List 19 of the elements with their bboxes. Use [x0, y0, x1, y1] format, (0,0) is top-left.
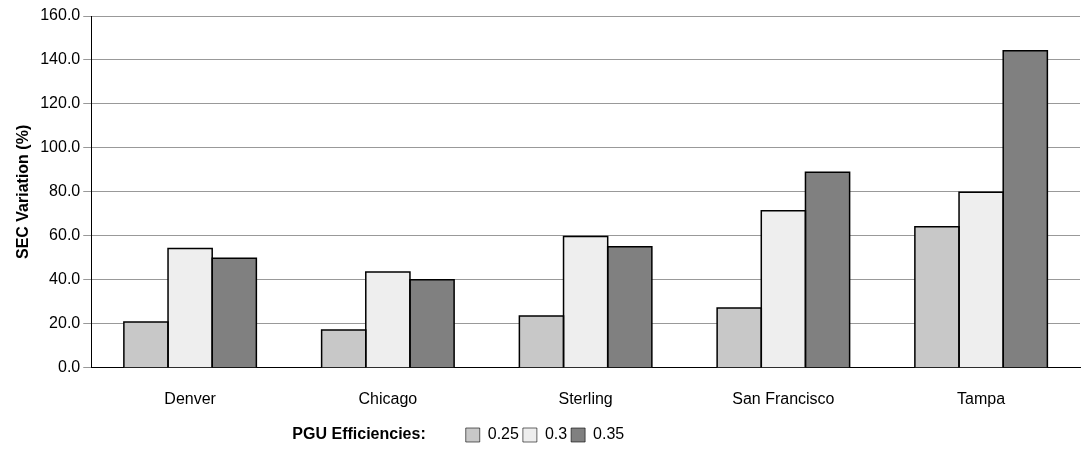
y-tick-label: 140.0	[40, 50, 81, 68]
y-tick-label: 100.0	[40, 138, 81, 156]
x-tick-label: Denver	[164, 389, 217, 407]
y-tick-label: 80.0	[49, 182, 81, 200]
x-tick-label: Chicago	[358, 389, 418, 407]
y-tick-label: 160.0	[40, 6, 81, 24]
y-tick-label: 20.0	[49, 314, 81, 332]
y-tick-label: 0.0	[57, 358, 81, 376]
legend-label: 0.25	[487, 425, 519, 443]
y-tick-label: 40.0	[49, 270, 81, 288]
x-tick-label: Tampa	[957, 389, 1006, 407]
legend-title: PGU Efficiencies:	[292, 425, 426, 443]
x-tick-label: San Francisco	[732, 389, 835, 407]
y-axis-title: SEC Variation (%)	[14, 124, 32, 260]
x-tick-label: Sterling	[558, 389, 613, 407]
legend-label: 0.35	[593, 425, 625, 443]
y-tick-label: 60.0	[49, 226, 81, 244]
legend-label: 0.3	[544, 425, 568, 443]
y-tick-label: 120.0	[40, 94, 81, 112]
